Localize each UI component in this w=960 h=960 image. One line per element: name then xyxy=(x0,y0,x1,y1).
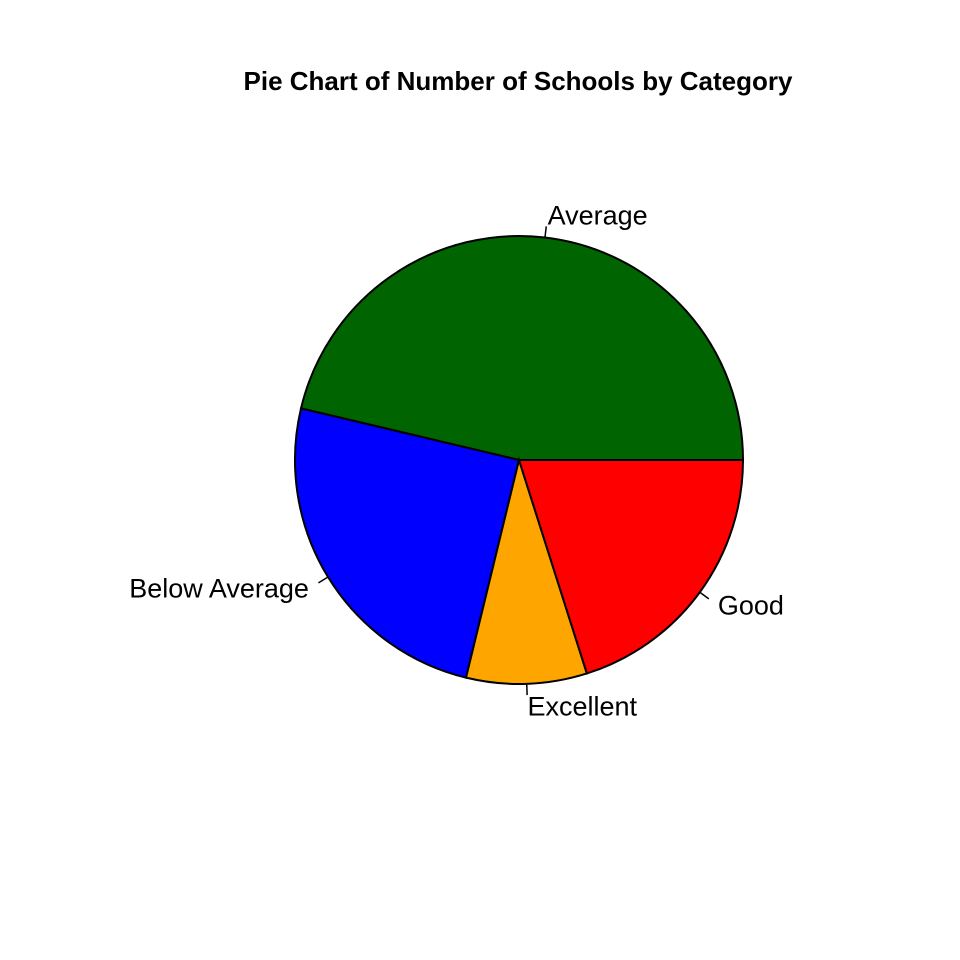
chart-title: Pie Chart of Number of Schools by Catego… xyxy=(244,66,794,96)
pie-slice-average xyxy=(299,235,745,461)
label-tick xyxy=(544,226,548,238)
pie-slice-below-average xyxy=(294,407,521,679)
slice-label: Average xyxy=(548,200,648,230)
slice-label: Below Average xyxy=(129,574,309,604)
label-tick xyxy=(318,576,329,584)
pie-slice-good xyxy=(517,459,745,675)
slice-label: Good xyxy=(718,590,784,620)
slice-label: Excellent xyxy=(528,691,638,721)
label-tick xyxy=(699,591,710,600)
